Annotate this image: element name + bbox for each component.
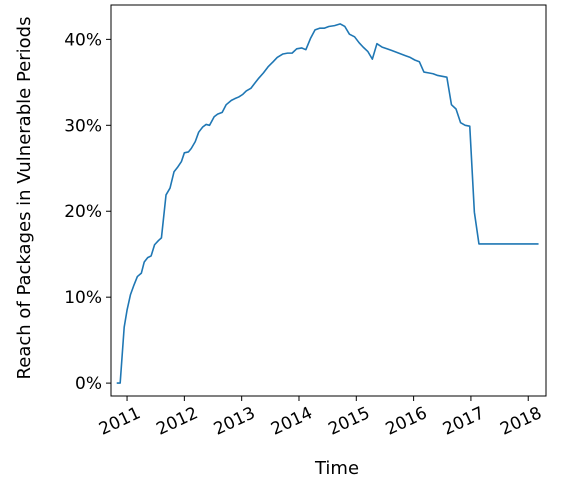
y-tick-label: 0% [75,374,102,394]
series-line-0 [116,23,539,384]
x-tick-label: 2011 [96,403,144,439]
x-tick-label: 2016 [383,403,431,439]
x-tick-label: 2012 [153,403,201,439]
y-axis-title: Reach of Packages in Vulnerable Periods [14,17,35,380]
x-tick-label: 2014 [268,403,316,439]
y-tick-label: 20% [64,202,102,222]
x-tick-label: 2018 [497,403,545,439]
x-tick-label: 2017 [440,403,488,439]
series-group [116,23,539,384]
plot-frame [110,4,547,397]
y-axis-ticks: 0% 10% 20% 30% 40% [64,30,111,394]
x-tick-label: 2015 [325,403,373,439]
y-tick-label: 40% [64,30,102,50]
x-axis-ticks: 2011 2012 2013 2014 2015 2016 2017 2018 [96,396,545,440]
x-tick-label: 2013 [211,403,259,439]
y-tick-label: 10% [64,288,102,308]
x-axis-title: Time [314,458,359,479]
y-tick-label: 30% [64,116,102,136]
plot-area [110,4,547,397]
